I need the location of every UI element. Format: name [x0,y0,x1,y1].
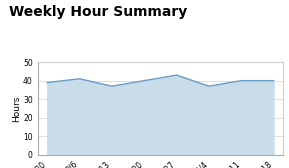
Text: Weekly Hour Summary: Weekly Hour Summary [9,5,187,19]
Y-axis label: Hours: Hours [12,95,22,121]
